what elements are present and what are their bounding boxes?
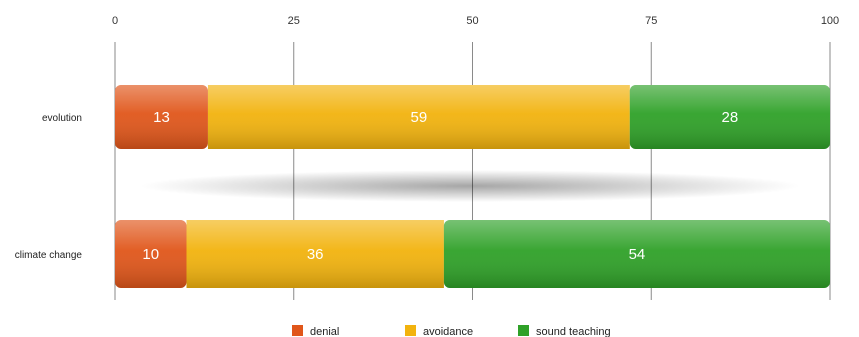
legend-label-denial: denial: [310, 326, 339, 337]
bar-segment-shine: [115, 220, 187, 288]
x-tick-label: 75: [645, 15, 657, 27]
legend-label-avoidance: avoidance: [423, 326, 473, 337]
legend-swatch-avoidance: [405, 325, 416, 336]
bar-segment-shine: [443, 220, 830, 288]
legend-swatch-sound-teaching: [518, 325, 529, 336]
legend-swatch-denial: [292, 325, 303, 336]
bar-shadow: [140, 170, 800, 202]
data-label: 13: [153, 109, 170, 126]
data-label: 10: [142, 246, 159, 263]
x-tick-label: 50: [466, 15, 478, 27]
data-label: 28: [722, 109, 739, 126]
data-label: 36: [307, 246, 324, 263]
bar-segment-shine: [629, 85, 830, 149]
x-tick-label: 0: [112, 15, 118, 27]
legend: denial avoidance sound teaching: [292, 325, 611, 337]
data-label: 54: [629, 246, 646, 263]
x-axis-ticks: 0 25 50 75 100: [112, 15, 839, 27]
x-tick-label: 25: [288, 15, 300, 27]
category-label: climate change: [15, 250, 83, 261]
legend-label-sound-teaching: sound teaching: [536, 326, 611, 337]
bars: 13 59 28 10 36 54: [115, 85, 830, 288]
category-label: evolution: [42, 113, 82, 124]
bar-segment-shine: [115, 85, 208, 149]
x-tick-label: 100: [821, 15, 839, 27]
bar-segment-shine: [207, 85, 630, 149]
category-labels: evolution climate change: [15, 113, 83, 261]
bar-segment-shine: [186, 220, 444, 288]
data-label: 59: [411, 109, 428, 126]
